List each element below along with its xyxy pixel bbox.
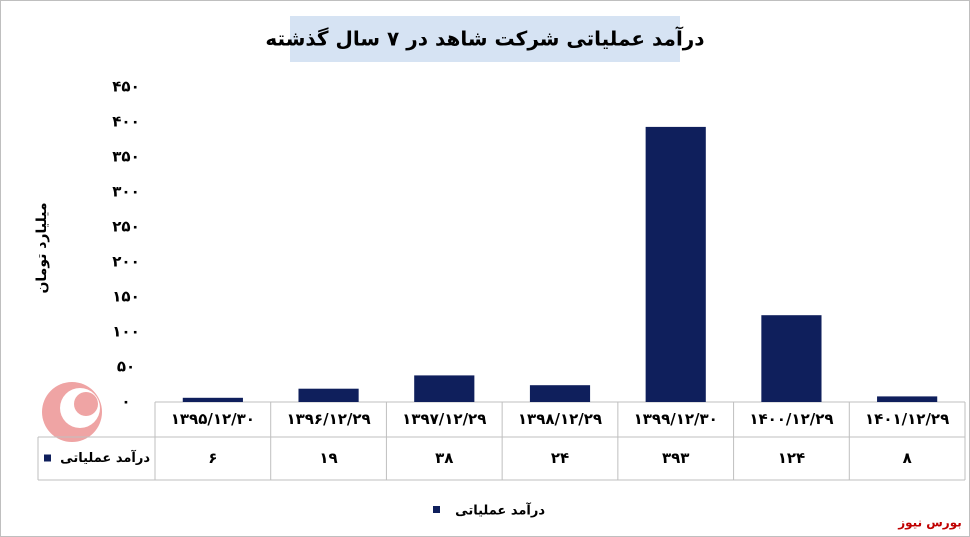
bar	[645, 126, 706, 403]
x-tick-label: ۱۳۹۸/۱۲/۲۹	[518, 410, 602, 428]
x-tick-label: ۱۴۰۰/۱۲/۲۹	[749, 410, 833, 428]
x-tick-label: ۱۳۹۶/۱۲/۲۹	[286, 410, 370, 428]
chart-title: درآمد عملیاتی شرکت شاهد در ۷ سال گذشته	[265, 26, 704, 51]
table-value: ۳۸	[435, 449, 453, 467]
bar	[414, 375, 475, 402]
y-tick-label: ۴۰۰	[112, 113, 139, 131]
title-box	[290, 16, 680, 62]
x-tick-label: ۱۳۹۹/۱۲/۳۰	[634, 410, 718, 428]
y-tick-label: ۳۵۰	[112, 148, 139, 166]
table-value: ۱۹	[319, 449, 337, 467]
y-tick-label: ۱۵۰	[112, 288, 139, 306]
y-tick-label: ۵۰	[117, 358, 135, 376]
legend-label: درآمد عملیاتی	[455, 502, 545, 519]
x-tick-label: ۱۳۹۷/۱۲/۲۹	[402, 410, 486, 428]
y-tick-label: ۱۰۰	[112, 323, 139, 341]
y-tick-label: ۲۰۰	[112, 253, 139, 271]
y-tick-label: ۲۵۰	[112, 218, 139, 236]
table-value: ۱۲۴	[778, 449, 805, 467]
bar	[877, 396, 938, 402]
bar	[529, 385, 591, 402]
x-tick-label: ۱۴۰۱/۱۲/۲۹	[865, 410, 949, 428]
table-value: ۸	[903, 449, 912, 467]
table-row-header: درآمد عملیاتی	[60, 449, 150, 466]
logo	[42, 382, 102, 442]
table-legend-key	[44, 454, 51, 462]
x-tick-label: ۱۳۹۵/۱۲/۳۰	[171, 410, 255, 428]
bar	[182, 397, 243, 402]
legend-key	[433, 506, 440, 513]
y-axis-label: میلیارد تومان	[34, 202, 50, 293]
y-tick-label: ۰	[121, 393, 130, 411]
table-value: ۶	[208, 449, 217, 467]
y-tick-label: ۳۰۰	[112, 183, 139, 201]
source: بورس نیوز	[897, 516, 962, 531]
table-value: ۳۹۳	[662, 449, 689, 467]
bar	[298, 388, 359, 402]
bar	[761, 315, 822, 402]
table-value: ۲۴	[551, 449, 569, 467]
y-tick-label: ۴۵۰	[112, 78, 139, 96]
